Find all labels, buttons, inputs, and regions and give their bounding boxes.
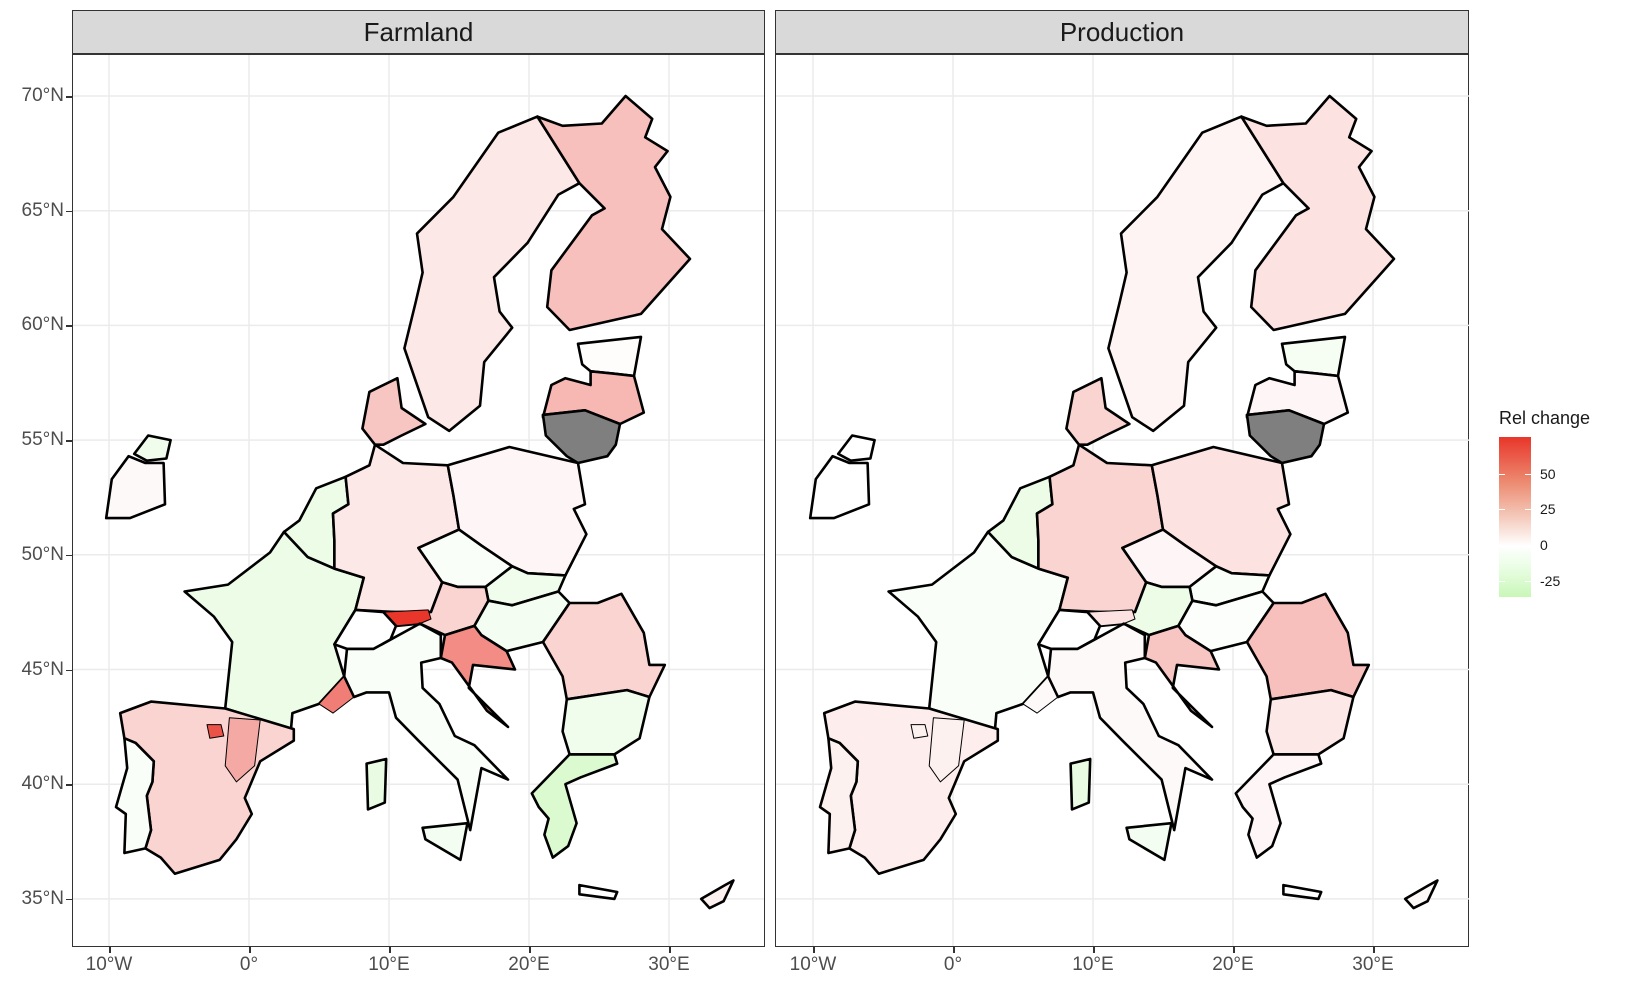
y-tick-label: 45°N (21, 658, 64, 680)
region-ireland (104, 454, 167, 520)
region-spain-aragon- (928, 717, 965, 783)
x-tick-label: 20°E (508, 954, 550, 975)
region-italy (1046, 622, 1214, 832)
y-tick-label: 35°N (21, 887, 64, 909)
legend-tick (1499, 509, 1531, 511)
region-northern-ireland (132, 434, 172, 463)
x-tick-mark (529, 947, 531, 953)
y-tick-mark (66, 325, 72, 327)
y-tick-label: 50°N (21, 543, 64, 565)
region-italy (342, 622, 510, 832)
region-estonia (1280, 335, 1347, 378)
x-tick-label: 10°E (368, 954, 410, 975)
legend-tick (1499, 580, 1531, 582)
x-tick-mark (1233, 947, 1235, 953)
region-portugal (114, 736, 156, 855)
region-slovenia-croatia (1143, 624, 1221, 729)
x-tick-label: 10°W (85, 954, 133, 975)
region-cyprus (1403, 879, 1439, 910)
region-sweden (1107, 115, 1285, 433)
region-cyprus (699, 879, 735, 910)
legend-label: 25 (1540, 501, 1556, 518)
y-tick-mark (66, 210, 72, 213)
x-tick-mark (953, 947, 955, 953)
y-tick-mark (66, 784, 72, 786)
y-tick-mark (66, 554, 72, 557)
y-tick-mark (66, 898, 72, 901)
x-tick-label: 0° (943, 954, 963, 975)
x-tick-label: 10°W (789, 954, 837, 975)
region-ireland (808, 454, 871, 520)
region-spain-la-rioja- (910, 724, 929, 739)
x-tick-mark (109, 947, 111, 953)
y-tick-mark (66, 440, 72, 442)
y-tick-mark (66, 96, 72, 98)
y-tick-mark (66, 669, 72, 671)
facet-label-farmland: Farmland (363, 16, 474, 47)
y-tick-label: 60°N (21, 314, 64, 336)
legend-tick (1499, 545, 1531, 546)
y-tick-label: 65°N (21, 199, 64, 221)
legend-label: 0 (1540, 537, 1548, 553)
region-bulgaria (1265, 688, 1355, 756)
facet-strip-production: Production (775, 10, 1469, 54)
x-tick-label: 0° (239, 954, 259, 975)
region-bulgaria (561, 688, 651, 756)
region-sardinia (365, 757, 388, 811)
x-tick-label: 30°E (1352, 954, 1394, 975)
map-production (776, 55, 1469, 946)
region-sicily (421, 821, 469, 862)
y-tick-label: 70°N (21, 85, 64, 106)
region-lithuania (541, 408, 622, 465)
region-sicily (1125, 821, 1173, 862)
region-sweden (403, 115, 581, 433)
region-spain-aragon- (224, 717, 261, 783)
y-tick-label: 55°N (21, 429, 64, 451)
region-greece (530, 753, 619, 859)
region-greece (1234, 753, 1323, 859)
region-sardinia (1069, 757, 1092, 811)
legend-tick (1499, 473, 1531, 475)
region-lithuania (1245, 408, 1326, 465)
region-finland (536, 94, 692, 332)
x-tick-mark (1093, 947, 1095, 953)
region-denmark (1065, 376, 1131, 447)
region-slovenia-croatia (439, 624, 517, 729)
x-tick-label: 10°E (1072, 954, 1114, 975)
legend-colorbar (1499, 437, 1531, 597)
x-tick-mark (249, 947, 251, 953)
region-estonia (576, 335, 643, 378)
x-tick-mark (669, 947, 671, 953)
x-tick-mark (389, 947, 391, 953)
region-denmark (361, 376, 427, 447)
region-crete (578, 883, 619, 901)
region-spain-la-rioja- (206, 724, 225, 739)
facet-strip-farmland: Farmland (72, 10, 765, 54)
facet-label-production: Production (1059, 16, 1185, 47)
y-tick-label: 40°N (21, 773, 64, 795)
x-tick-label: 20°E (1212, 954, 1254, 975)
region-crete (1282, 883, 1323, 901)
region-portugal (818, 736, 860, 855)
region-romania (541, 592, 667, 701)
x-tick-label: 30°E (648, 954, 690, 975)
legend-label: 50 (1540, 465, 1556, 482)
map-farmland (73, 55, 764, 946)
region-northern-ireland (836, 434, 876, 463)
x-tick-mark (1373, 947, 1375, 953)
legend-label: -25 (1540, 572, 1561, 589)
legend-title: Rel change (1499, 408, 1591, 428)
region-romania (1245, 592, 1371, 701)
x-tick-mark (813, 947, 815, 953)
region-finland (1240, 94, 1396, 332)
